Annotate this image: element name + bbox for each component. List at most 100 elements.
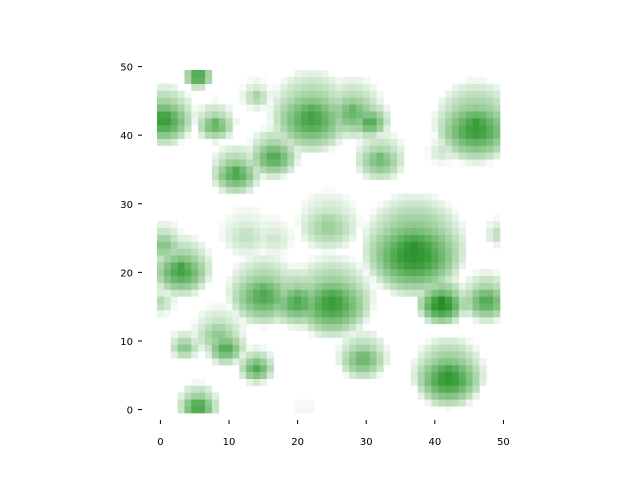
heatmap-cell <box>438 385 446 393</box>
heatmap-cell <box>355 159 364 167</box>
heatmap-cell <box>307 138 316 146</box>
heatmap-cell <box>294 159 302 167</box>
heatmap-cell <box>410 275 418 283</box>
heatmap-cell <box>355 337 364 345</box>
heatmap-cell <box>191 70 199 78</box>
heatmap-cell <box>314 131 322 139</box>
heatmap-cell <box>431 124 439 133</box>
heatmap-cell <box>342 234 350 242</box>
x-tick-label: 50 <box>497 437 510 448</box>
heatmap-cell <box>307 220 316 229</box>
heatmap-cell <box>273 145 281 153</box>
heatmap-cell <box>390 193 398 201</box>
heatmap-cell <box>191 385 199 393</box>
heatmap-cell <box>218 159 226 167</box>
heatmap-cell <box>191 282 199 290</box>
heatmap-cell <box>253 378 261 386</box>
heatmap-cell <box>273 262 281 270</box>
heatmap-cell <box>417 344 425 352</box>
heatmap-cell <box>472 90 480 98</box>
heatmap-cell <box>266 227 274 235</box>
heatmap-cell <box>287 159 295 167</box>
heatmap-cell <box>335 118 343 126</box>
heatmap-cell <box>211 166 220 174</box>
heatmap-cell <box>328 138 336 146</box>
heatmap-cell <box>465 159 473 167</box>
heatmap-cell <box>232 159 240 167</box>
heatmap-cell <box>280 159 288 167</box>
heatmap-cell <box>362 104 370 112</box>
heatmap-cell <box>451 131 460 139</box>
heatmap-cell <box>451 316 460 325</box>
heatmap-cell <box>287 145 295 153</box>
heatmap-cell <box>342 303 350 311</box>
heatmap-cell <box>424 193 432 201</box>
heatmap-cell <box>301 214 309 222</box>
heatmap-cell <box>307 104 316 112</box>
heatmap-cell <box>253 152 261 160</box>
heatmap-cell <box>410 262 418 270</box>
heatmap-cell <box>218 358 226 366</box>
heatmap-cell <box>362 371 370 379</box>
heatmap-cell <box>472 289 480 297</box>
heatmap-cell <box>211 159 220 167</box>
heatmap-cell <box>493 275 501 283</box>
heatmap-cell <box>328 234 336 242</box>
heatmap-cell <box>493 97 501 105</box>
heatmap-cell <box>486 296 494 304</box>
heatmap-cell <box>383 227 391 235</box>
heatmap-cell <box>170 344 178 352</box>
heatmap-cell <box>397 159 405 167</box>
heatmap-cell <box>424 268 432 277</box>
heatmap-cell <box>287 262 295 270</box>
heatmap-cell <box>211 392 220 400</box>
heatmap-cell <box>170 275 178 283</box>
heatmap-cell <box>458 303 466 311</box>
heatmap-cell <box>307 70 316 78</box>
heatmap-cell <box>335 111 343 119</box>
heatmap-cell <box>253 138 261 146</box>
heatmap-cell <box>328 289 336 297</box>
heatmap-cell <box>410 193 418 201</box>
heatmap-cell <box>259 90 268 98</box>
heatmap-cell <box>390 268 398 277</box>
heatmap-cell <box>362 282 370 290</box>
heatmap-cell <box>410 255 418 263</box>
heatmap-cell <box>198 316 206 325</box>
heatmap-cell <box>301 83 309 91</box>
heatmap-cell <box>321 310 329 318</box>
heatmap-cell <box>472 159 480 167</box>
heatmap-cell <box>410 371 418 379</box>
heatmap-cell <box>342 118 350 126</box>
heatmap-cell <box>191 255 199 263</box>
heatmap-cell <box>328 97 336 105</box>
heatmap-cell <box>273 90 281 98</box>
heatmap-cell <box>342 358 350 366</box>
heatmap-cell <box>438 316 446 325</box>
heatmap-cell <box>163 220 172 229</box>
heatmap-cell <box>390 234 398 242</box>
heatmap-cell <box>438 207 446 215</box>
heatmap-cell <box>266 310 274 318</box>
heatmap-cell <box>253 344 261 352</box>
heatmap-cell <box>445 111 453 119</box>
heatmap-cell <box>403 200 412 208</box>
heatmap-cell <box>294 145 302 153</box>
heatmap-cell <box>184 248 192 256</box>
heatmap-cell <box>225 296 233 304</box>
heatmap-cell <box>390 262 398 270</box>
heatmap-cell <box>287 275 295 283</box>
heatmap-cell <box>266 172 274 181</box>
heatmap-cell <box>239 159 247 167</box>
heatmap-cell <box>390 289 398 297</box>
heatmap-cell <box>465 104 473 112</box>
heatmap-cell <box>465 76 473 85</box>
heatmap-cell <box>472 111 480 119</box>
heatmap-cell <box>451 241 460 249</box>
heatmap-cell <box>369 337 377 345</box>
heatmap-cell <box>253 220 261 229</box>
heatmap-cell <box>472 131 480 139</box>
heatmap-cell <box>157 104 165 112</box>
heatmap-cell <box>390 145 398 153</box>
heatmap-cell <box>266 358 274 366</box>
